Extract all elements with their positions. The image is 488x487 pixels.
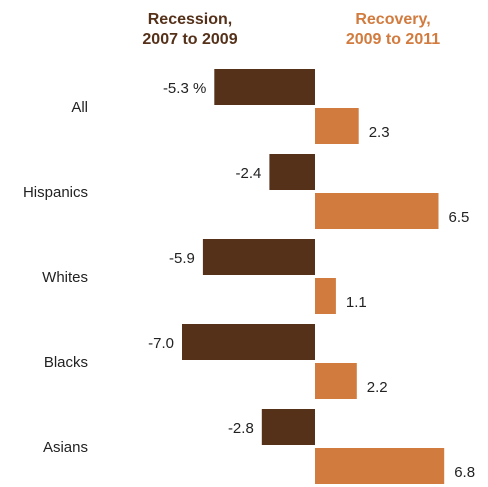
value-label: -2.4 xyxy=(236,165,262,182)
labels-group: All -5.3 % 2.3 Hispanics -2.4 6.5 Whites -5.9 1.… xyxy=(23,80,475,481)
bars-group xyxy=(182,69,445,484)
category-label: Asians xyxy=(43,439,88,456)
value-label: -2.8 xyxy=(228,420,254,437)
recovery-bar xyxy=(315,193,439,229)
recovery-bar xyxy=(315,363,357,399)
series-header-line: 2007 to 2009 xyxy=(142,31,237,48)
value-label: 6.8 xyxy=(454,464,475,481)
recession-bar xyxy=(202,239,315,275)
series-header-line: Recession, xyxy=(148,11,232,28)
category-label: Hispanics xyxy=(23,184,88,201)
value-label: -5.9 xyxy=(169,250,195,267)
value-label: -5.3 % xyxy=(163,80,206,97)
value-label: 6.5 xyxy=(449,209,470,226)
series-headers: Recession, 2007 to 2009 Recovery, 2009 to 2… xyxy=(142,11,440,48)
category-label: All xyxy=(71,99,88,116)
category-label: Whites xyxy=(42,269,88,286)
value-label: 2.2 xyxy=(367,379,388,396)
recovery-bar xyxy=(315,278,336,314)
series-header-1: Recession, 2007 to 2009 xyxy=(142,11,237,48)
value-label: -7.0 xyxy=(148,335,174,352)
series-header-2: Recovery, 2009 to 2011 xyxy=(346,11,440,48)
recession-bar xyxy=(269,154,315,190)
series-header-line: 2009 to 2011 xyxy=(346,31,440,48)
value-label: 2.3 xyxy=(369,124,390,141)
series-header-line: Recovery, xyxy=(355,11,430,28)
recession-bar xyxy=(182,324,315,360)
recovery-bar xyxy=(315,108,359,144)
value-label: 1.1 xyxy=(346,294,367,311)
recession-bar xyxy=(214,69,315,105)
recession-bar xyxy=(261,409,315,445)
category-label: Blacks xyxy=(44,354,88,371)
recovery-bar xyxy=(315,448,445,484)
